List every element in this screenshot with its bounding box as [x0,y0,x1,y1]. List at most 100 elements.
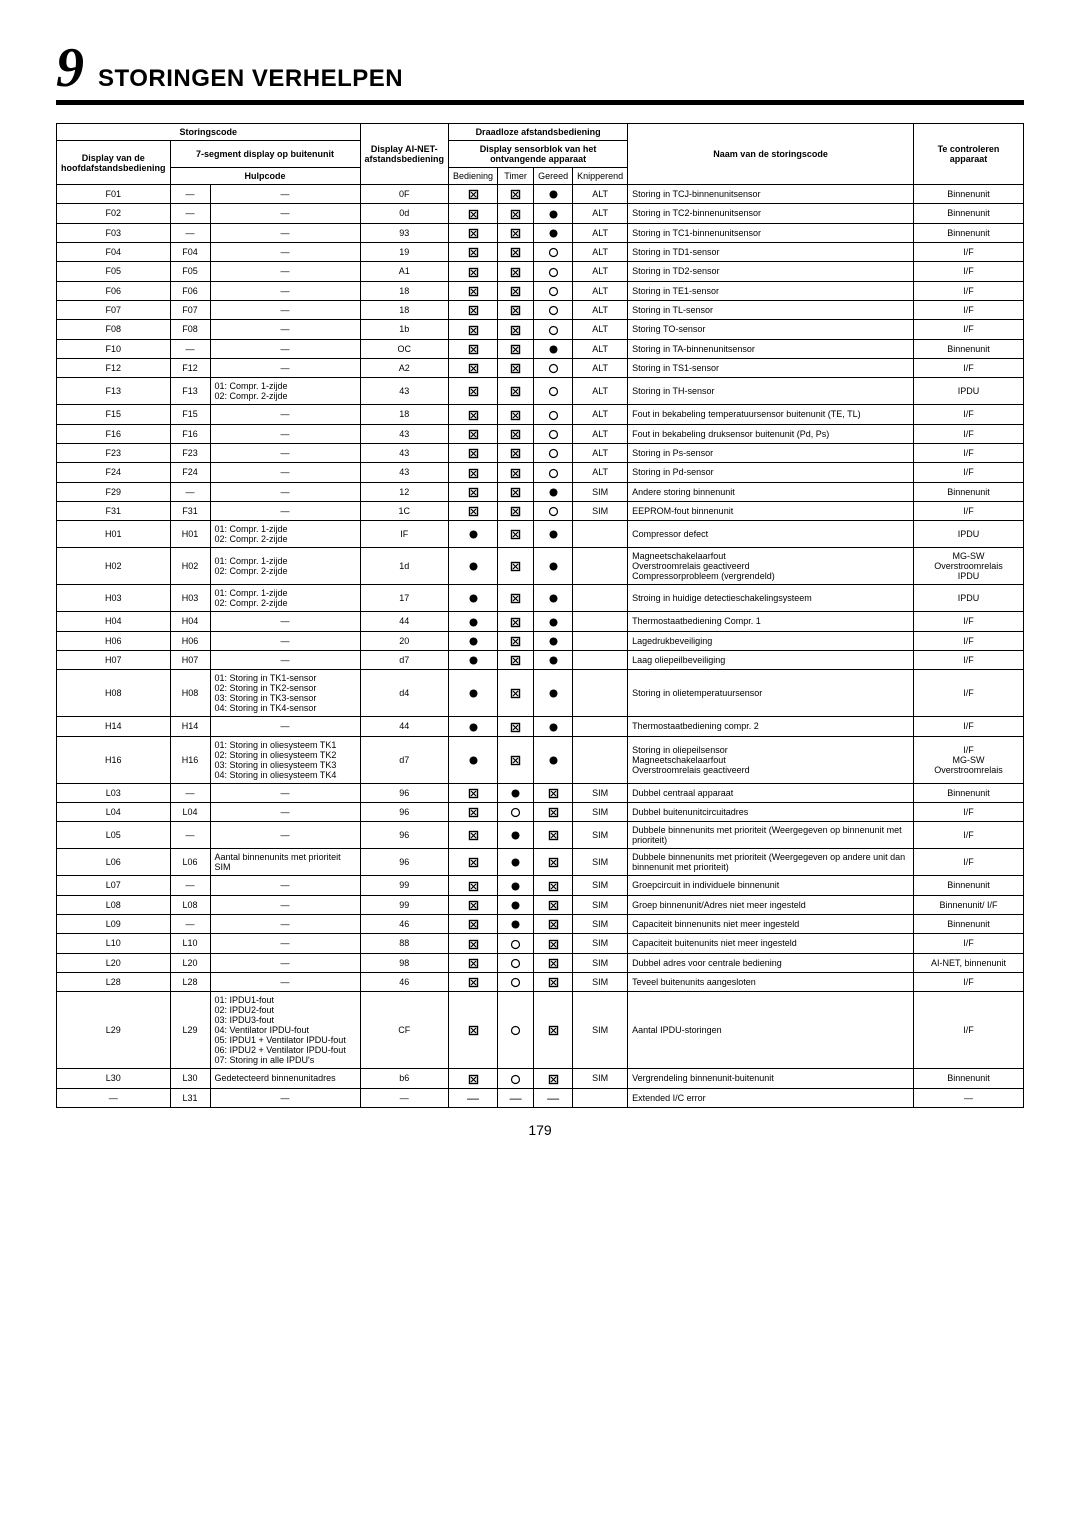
cell-bediening [449,262,498,281]
cell-naam: Andere storing binnenunit [628,482,914,501]
cell-timer [498,992,534,1069]
th-bediening: Bediening [449,168,498,185]
cell-code: L05 [57,822,171,849]
cell-naam: Storing in TD2-sensor [628,262,914,281]
cell-ai-net: IF [360,521,449,548]
cell-hulpcode: — [210,953,360,972]
cell-subcode: F07 [170,300,210,319]
cell-knipperend: ALT [573,378,628,405]
cell-naam: Extended I/C error [628,1088,914,1107]
table-row: H04H04—44Thermostaatbediening Compr. 1I/… [57,612,1024,631]
table-row: F24F24—43ALTStoring in Pd-sensorI/F [57,463,1024,482]
cell-gereed [534,548,573,585]
cell-naam: Dubbele binnenunits met prioriteit (Weer… [628,822,914,849]
th-display-van-de: Display van de hoofdafstandsbediening [57,141,171,185]
cell-ai-net: 93 [360,223,449,242]
cell-bediening [449,548,498,585]
cell-subcode: — [170,822,210,849]
cell-ai-net: 18 [360,405,449,424]
cell-apparaat: I/F [914,300,1024,319]
cell-timer [498,300,534,319]
cell-bediening [449,849,498,876]
th-gereed: Gereed [534,168,573,185]
cell-apparaat: I/F [914,670,1024,717]
cell-bediening [449,953,498,972]
cell-hulpcode: Gedetecteerd binnenunitadres [210,1069,360,1088]
table-row: H01H0101: Compr. 1-zijde02: Compr. 2-zij… [57,521,1024,548]
cell-apparaat: Binnenunit [914,876,1024,895]
cell-timer [498,443,534,462]
cell-apparaat: Binnenunit [914,1069,1024,1088]
cell-naam: Thermostaatbediening compr. 2 [628,717,914,736]
cell-naam: Thermostaatbediening Compr. 1 [628,612,914,631]
cell-ai-net: 43 [360,378,449,405]
cell-subcode: L20 [170,953,210,972]
cell-timer [498,548,534,585]
cell-apparaat: I/F [914,242,1024,261]
cell-subcode: F05 [170,262,210,281]
cell-apparaat: I/F [914,320,1024,339]
table-row: F02——0dALTStoring in TC2-binnenunitsenso… [57,204,1024,223]
cell-bediening: — [449,1088,498,1107]
cell-knipperend [573,650,628,669]
cell-ai-net: 12 [360,482,449,501]
cell-subcode: L29 [170,992,210,1069]
cell-gereed [534,223,573,242]
cell-code: F08 [57,320,171,339]
cell-timer [498,463,534,482]
cell-subcode: H14 [170,717,210,736]
cell-timer [498,717,534,736]
cell-knipperend [573,717,628,736]
cell-naam: Storing in TCJ-binnenunitsensor [628,185,914,204]
cell-subcode: F16 [170,424,210,443]
cell-apparaat: Binnenunit [914,482,1024,501]
cell-naam: Storing in Pd-sensor [628,463,914,482]
cell-hulpcode: — [210,802,360,821]
cell-hulpcode: — [210,482,360,501]
cell-bediening [449,612,498,631]
cell-apparaat: I/F [914,650,1024,669]
cell-timer [498,262,534,281]
cell-hulpcode: Aantal binnenunits met prioriteit SIM [210,849,360,876]
cell-knipperend: SIM [573,482,628,501]
cell-hulpcode: 01: Compr. 1-zijde02: Compr. 2-zijde [210,521,360,548]
cell-timer [498,521,534,548]
cell-knipperend: SIM [573,822,628,849]
cell-apparaat: Binnenunit [914,204,1024,223]
cell-apparaat: Binnenunit [914,223,1024,242]
table-row: F01——0FALTStoring in TCJ-binnenunitsenso… [57,185,1024,204]
cell-bediening [449,822,498,849]
table-row: F16F16—43ALTFout in bekabeling druksenso… [57,424,1024,443]
cell-apparaat: I/F [914,802,1024,821]
cell-ai-net: 0F [360,185,449,204]
cell-gereed [534,802,573,821]
cell-subcode: L10 [170,934,210,953]
cell-naam: Laag oliepeilbeveiliging [628,650,914,669]
cell-hulpcode: 01: Storing in oliesysteem TK102: Storin… [210,736,360,783]
cell-ai-net: A1 [360,262,449,281]
cell-knipperend: ALT [573,281,628,300]
cell-knipperend: ALT [573,320,628,339]
cell-bediening [449,204,498,223]
cell-naam: Storing in TC1-binnenunitsensor [628,223,914,242]
cell-timer [498,482,534,501]
cell-timer [498,972,534,991]
cell-bediening [449,783,498,802]
cell-gereed [534,972,573,991]
cell-code: L06 [57,849,171,876]
cell-subcode: H06 [170,631,210,650]
table-row: L30L30Gedetecteerd binnenunitadresb6SIMV… [57,1069,1024,1088]
cell-knipperend [573,631,628,650]
cell-ai-net: 96 [360,802,449,821]
table-row: L28L28—46SIMTeveel buitenunits aangeslot… [57,972,1024,991]
cell-code: L28 [57,972,171,991]
cell-hulpcode: 01: Compr. 1-zijde02: Compr. 2-zijde [210,548,360,585]
cell-code: F13 [57,378,171,405]
cell-naam: Storing in TD1-sensor [628,242,914,261]
cell-ai-net: d7 [360,650,449,669]
cell-hulpcode: — [210,262,360,281]
cell-gereed [534,482,573,501]
cell-hulpcode: — [210,501,360,520]
cell-timer [498,914,534,933]
cell-naam: Groep binnenunit/Adres niet meer ingeste… [628,895,914,914]
